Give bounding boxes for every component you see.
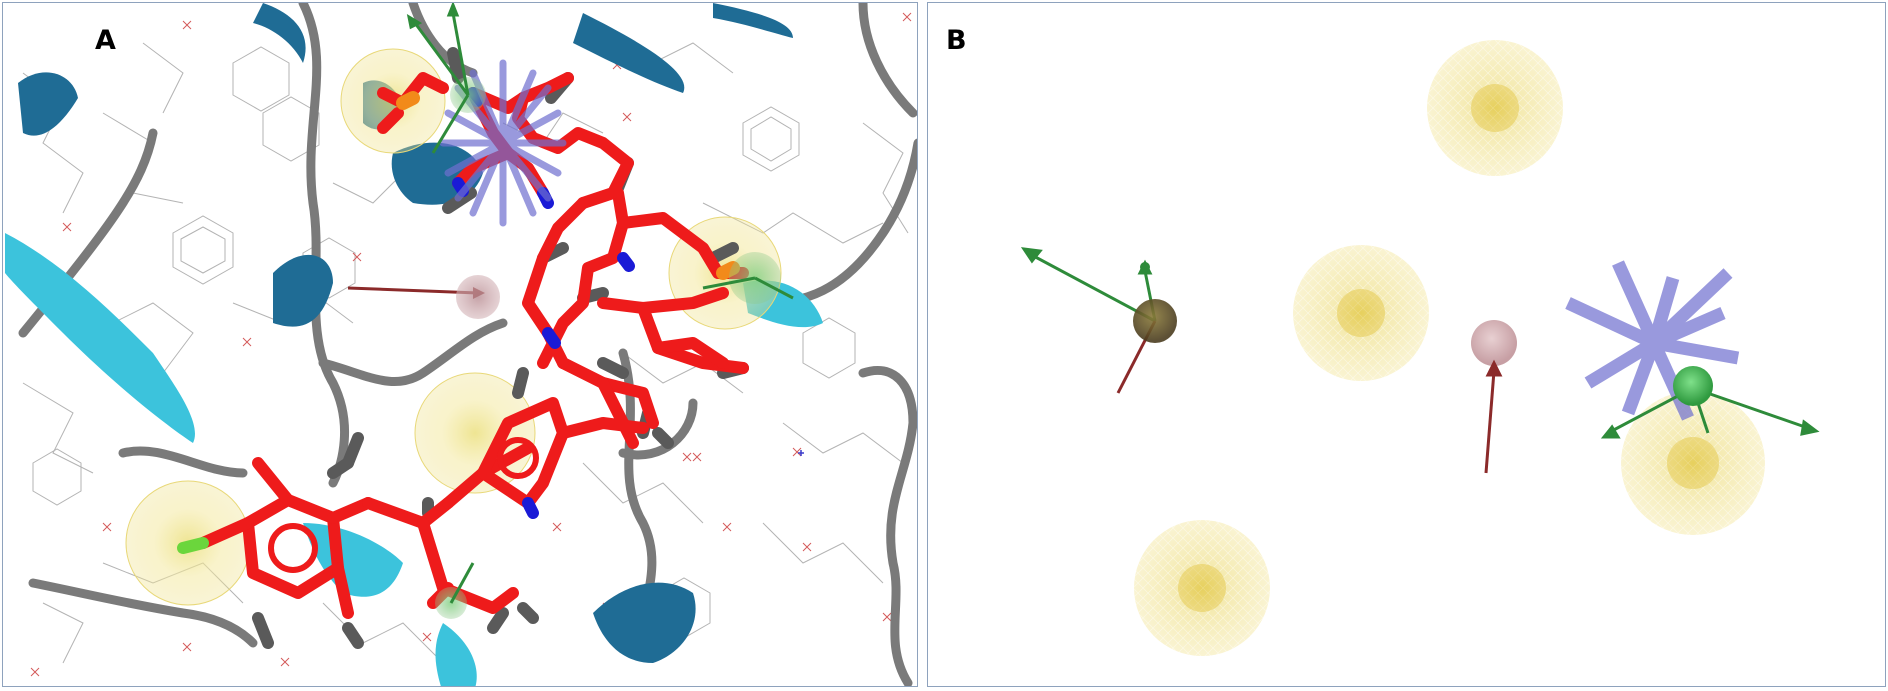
hbond-feature-cluster-left — [1024, 249, 1177, 393]
hbond-donor-features — [348, 275, 500, 319]
hydrophobic-feature-spheres — [126, 49, 781, 605]
hydrophobic-feature-sphere-icon — [1134, 520, 1270, 656]
binding-pocket-render — [3, 3, 918, 687]
panel-b-pharmacophore-model: B — [927, 2, 1886, 687]
hbond-donor-arrow-icon — [1133, 299, 1177, 343]
hydrophobic-feature-sphere-icon — [1621, 391, 1765, 535]
pharmacophore-model-render — [928, 3, 1886, 687]
hbond-acceptor-arrow-icon — [1673, 366, 1713, 406]
panel-a-label: A — [95, 25, 116, 56]
excluded-volume-sphere-icon — [456, 275, 500, 319]
panel-a-binding-pocket: A — [2, 2, 918, 687]
hydrophobic-feature-sphere-icon — [1293, 245, 1429, 381]
excluded-volume-sphere-icon — [1471, 320, 1517, 366]
hbond-donor-feature-center — [1471, 320, 1517, 473]
hydrophobic-feature-sphere-icon — [1427, 40, 1563, 176]
panel-b-label: B — [946, 25, 967, 56]
